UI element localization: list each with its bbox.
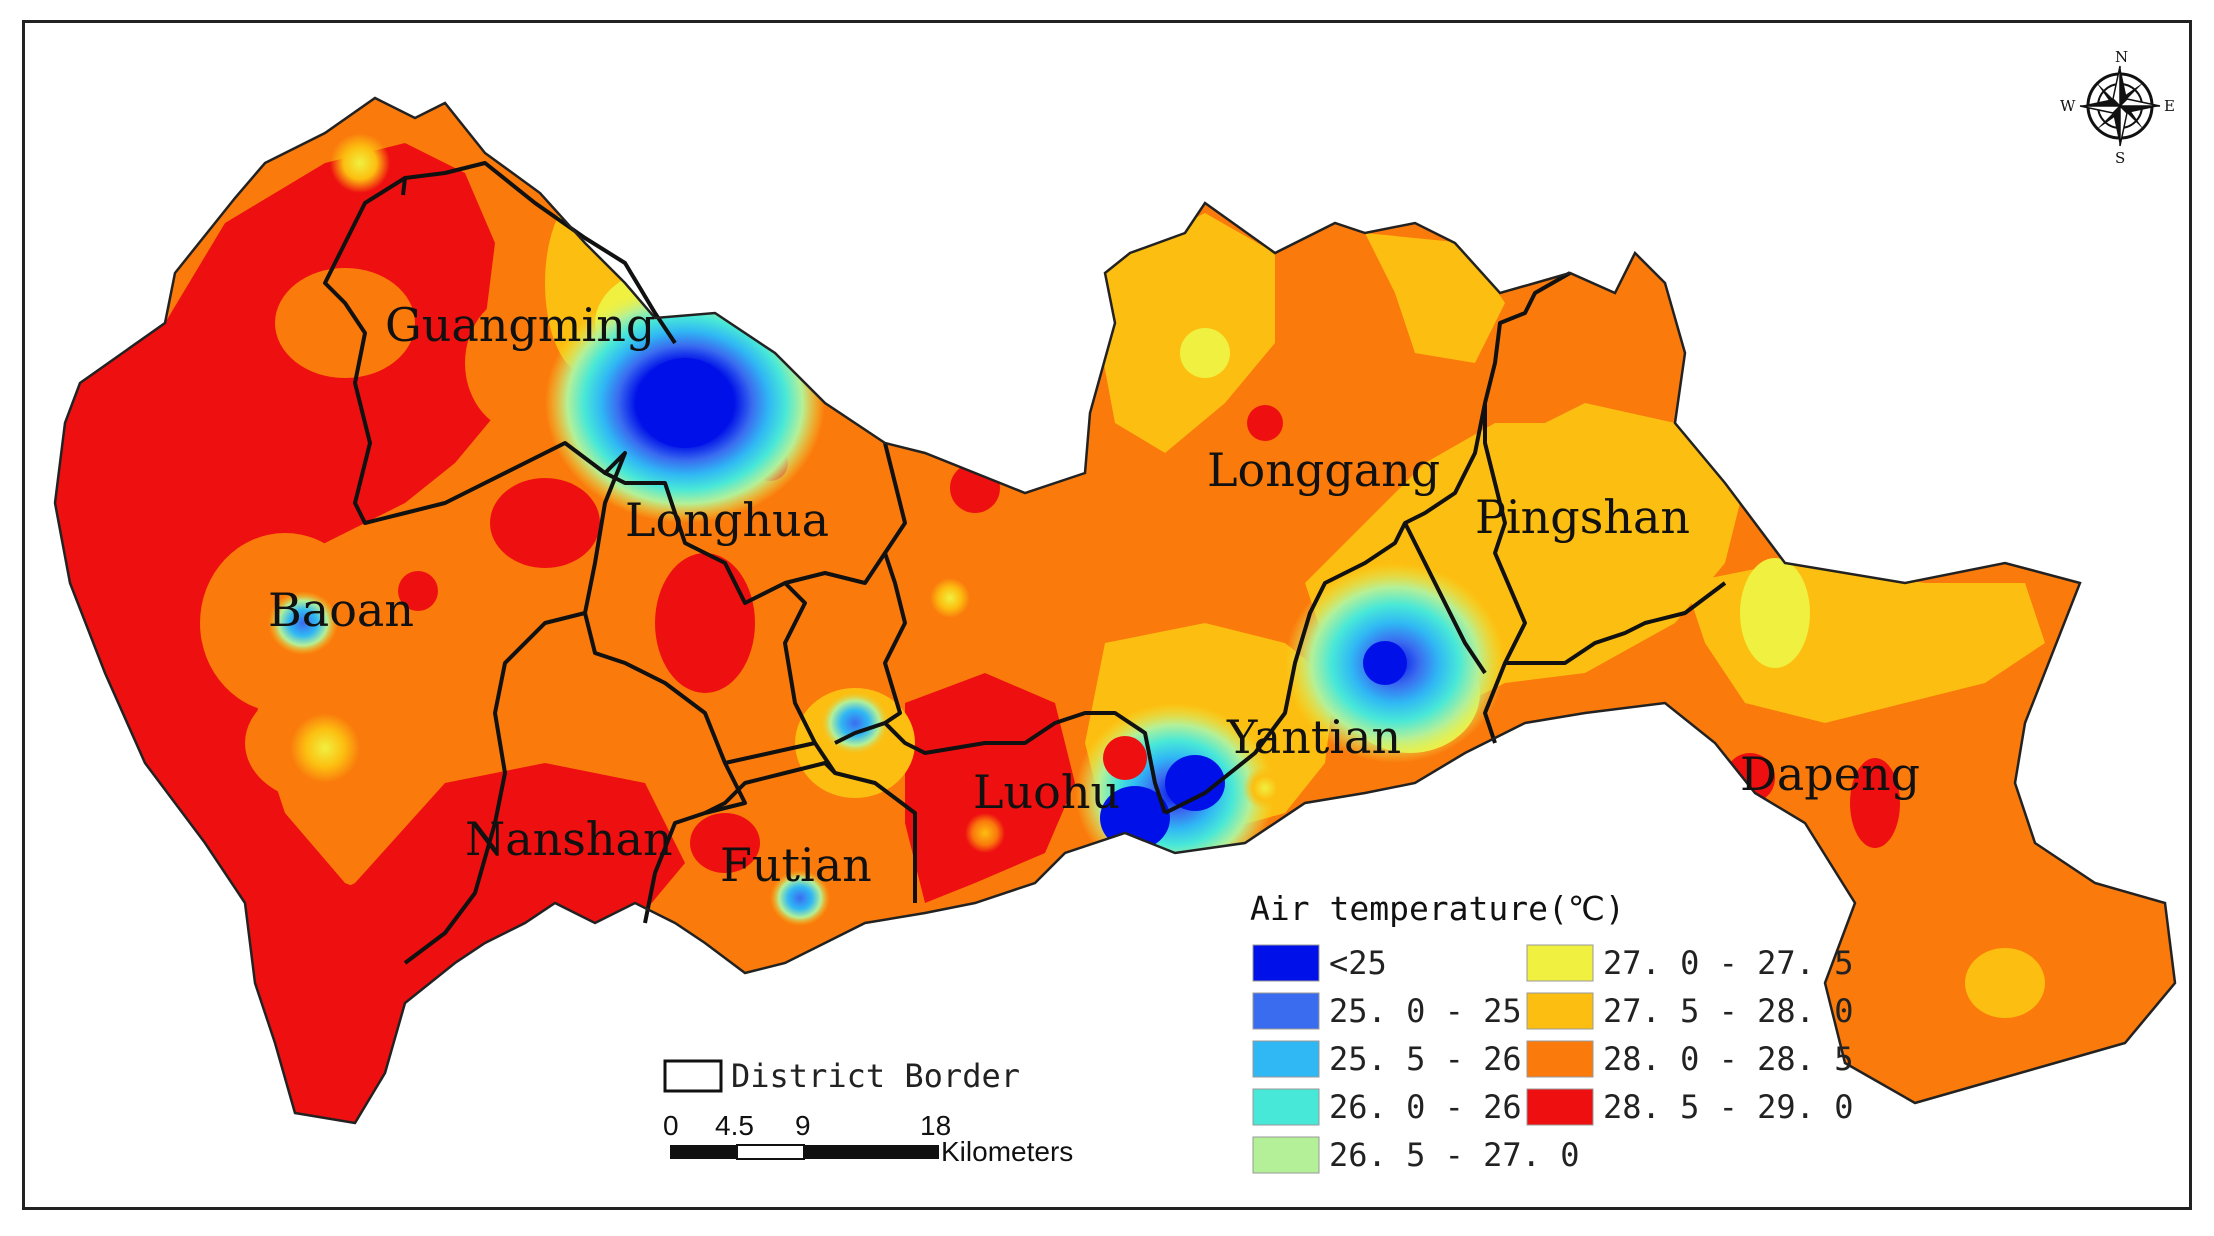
district-label-dapeng: Dapeng — [1740, 747, 1920, 801]
legend-label: 28. 0 - 28. 5 — [1603, 1040, 1853, 1078]
district-border-label: District Border — [731, 1057, 1020, 1095]
legend-swatch — [1526, 992, 1594, 1030]
legend-swatch — [1526, 1088, 1594, 1126]
legend-swatch — [1252, 1040, 1320, 1078]
legend-swatch — [1252, 992, 1320, 1030]
district-border-swatch — [663, 1059, 723, 1093]
scale-segment-2 — [736, 1144, 805, 1160]
district-label-futian: Futian — [720, 838, 872, 892]
temperature-map: Guangming Longhua Baoan Nanshan Futian L… — [53, 48, 2177, 1174]
compass-west-label: W — [2060, 97, 2076, 115]
scale-bar: 0 4.5 9 18 Kilometers — [663, 1110, 1073, 1167]
district-label-luohu: Luohu — [973, 765, 1120, 819]
scale-segment-1 — [670, 1145, 737, 1159]
scale-tick-18: 18 — [920, 1110, 951, 1141]
legend-label: 28. 5 - 29. 0 — [1603, 1088, 1853, 1126]
district-label-pingshan: Pingshan — [1475, 490, 1690, 544]
legend-swatch — [1252, 944, 1320, 982]
legend-label: 26. 5 - 27. 0 — [1329, 1136, 1579, 1174]
legend-label: 27. 5 - 28. 0 — [1603, 992, 1853, 1030]
district-label-nanshan: Nanshan — [465, 812, 673, 866]
district-label-longgang: Longgang — [1207, 443, 1440, 497]
district-label-baoan: Baoan — [268, 583, 414, 637]
legend-swatch — [1252, 1136, 1320, 1174]
legend-swatch — [1526, 1040, 1594, 1078]
district-borders — [323, 161, 1727, 965]
district-border-legend: District Border — [663, 1057, 1020, 1095]
scale-tick-0: 0 — [663, 1110, 679, 1141]
legend-label: <25 — [1329, 944, 1387, 982]
district-labels: Guangming Longhua Baoan Nanshan Futian L… — [268, 298, 1920, 892]
district-label-guangming: Guangming — [385, 298, 655, 352]
legend-swatch — [1526, 944, 1594, 982]
compass-east-label: E — [2164, 97, 2175, 115]
district-label-longhua: Longhua — [625, 493, 829, 547]
compass-north-label: N — [2115, 48, 2128, 66]
scale-unit: Kilometers — [941, 1136, 1073, 1167]
legend-swatch — [1252, 1088, 1320, 1126]
scale-segment-3 — [804, 1145, 939, 1159]
scale-tick-4-5: 4.5 — [715, 1110, 754, 1141]
district-label-yantian: Yantian — [1226, 710, 1401, 764]
scale-tick-9: 9 — [795, 1110, 811, 1141]
legend-label: 27. 0 - 27. 5 — [1603, 944, 1853, 982]
compass-rose: N S E W — [2060, 48, 2175, 167]
legend-title: Air temperature(℃) — [1250, 889, 1625, 928]
map-frame: Guangming Longhua Baoan Nanshan Futian L… — [22, 20, 2192, 1210]
compass-south-label: S — [2115, 149, 2125, 167]
